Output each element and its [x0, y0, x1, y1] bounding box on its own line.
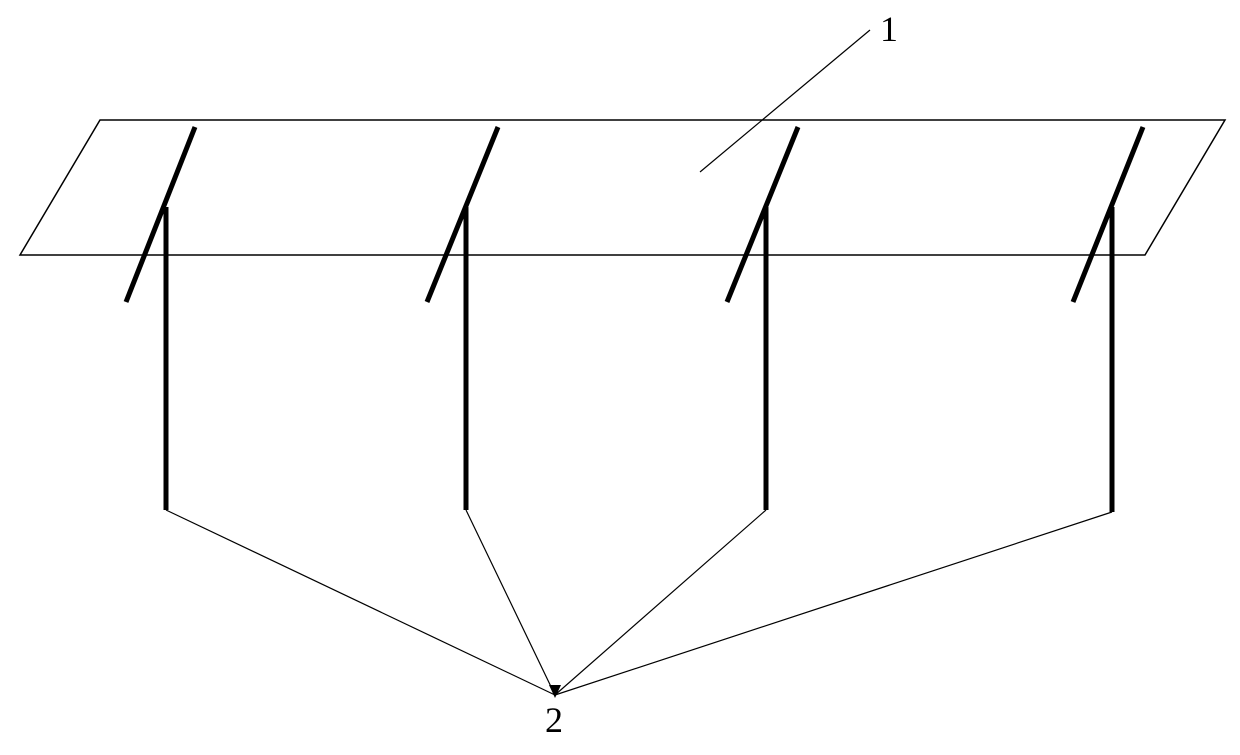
slab-outline	[20, 120, 1225, 255]
label-1: 1	[880, 8, 898, 50]
engineering-diagram	[0, 0, 1240, 755]
leader-lines	[166, 30, 1112, 695]
piles-group	[126, 127, 1143, 512]
label-2: 2	[545, 699, 563, 741]
